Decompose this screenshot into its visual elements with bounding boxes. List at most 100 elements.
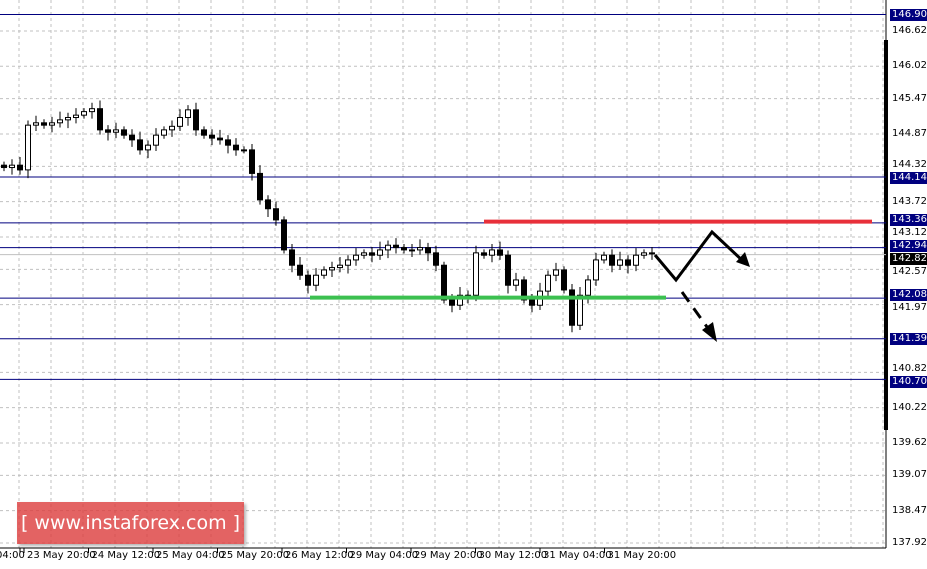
candle-body — [577, 294, 583, 326]
candle-body — [273, 208, 279, 221]
candle-body — [561, 269, 567, 291]
candle-body — [225, 139, 231, 146]
time-tick-label: 31 May 04:00 — [543, 550, 612, 561]
candle-body — [265, 199, 271, 210]
price-tick-label: 143.72 — [892, 195, 927, 207]
arrow-head-icon — [702, 322, 717, 342]
level-price-label: 144.14 — [890, 172, 927, 185]
candle-body — [185, 109, 191, 119]
candle-body — [505, 254, 511, 286]
time-tick-label: 23 May 20:00 — [27, 550, 96, 561]
price-tick-label: 146.02 — [892, 60, 927, 72]
level-price-label: 143.36 — [890, 214, 927, 227]
candle-body — [617, 259, 623, 266]
candle-body — [169, 125, 175, 131]
price-tick-label: 145.47 — [892, 92, 927, 104]
candle-body — [545, 274, 551, 292]
level-price-label: 146.90 — [890, 8, 927, 21]
candle-body — [281, 219, 287, 251]
time-tick-label: 31 May 20:00 — [607, 550, 677, 561]
price-tick-label: 140.82 — [892, 363, 927, 375]
candle-body — [609, 254, 615, 266]
candle-body — [377, 249, 383, 256]
price-tick-label: 138.47 — [892, 504, 927, 516]
candle-body — [313, 274, 319, 286]
time-tick-label: 24 May 12:00 — [91, 550, 161, 561]
bid-price-label: 142.82 — [890, 253, 927, 266]
candle-body — [481, 252, 487, 256]
candle-body — [41, 122, 47, 126]
candle-body — [289, 249, 295, 266]
candle-body — [521, 279, 527, 301]
price-tick-label: 140.22 — [892, 401, 927, 413]
candle-body — [81, 111, 87, 116]
candle-body — [553, 269, 559, 276]
level-price-label: 142.94 — [890, 240, 927, 253]
candle-body — [473, 252, 479, 296]
candle-body — [113, 129, 119, 133]
candle-body — [329, 267, 335, 271]
candle-body — [393, 244, 399, 249]
candle-body — [137, 139, 143, 151]
candle-body — [337, 264, 343, 269]
price-tick-label: 139.07 — [892, 469, 927, 481]
candle-body — [633, 254, 639, 266]
candle-body — [257, 172, 263, 201]
time-tick-label: 30 May 12:00 — [478, 550, 548, 561]
instaforex-watermark: [ www.instaforex.com ] — [17, 502, 244, 544]
price-tick-label: 143.12 — [892, 227, 927, 239]
candle-body — [57, 119, 63, 124]
candle-body — [353, 254, 359, 261]
candle-body — [89, 108, 95, 113]
candle-body — [1, 164, 7, 169]
time-tick-label: 29 May 20:00 — [414, 550, 483, 561]
candle-body — [529, 299, 535, 306]
price-tick-label: 141.97 — [892, 301, 927, 313]
candle-body — [321, 269, 327, 276]
price-tick-label: 146.62 — [892, 25, 927, 36]
candle-body — [593, 259, 599, 281]
candle-body — [385, 244, 391, 251]
candle-body — [649, 252, 655, 255]
price-tick-label: 137.92 — [892, 536, 927, 548]
candle-body — [217, 137, 223, 141]
candle-body — [409, 249, 415, 252]
candle-body — [209, 134, 215, 139]
candle-body — [441, 264, 447, 301]
candle-body — [361, 252, 367, 256]
candle-body — [641, 252, 647, 256]
candle-body — [193, 109, 199, 131]
candle-body — [161, 129, 167, 136]
candle-body — [105, 129, 111, 133]
time-tick-label: 04:00 — [0, 550, 25, 561]
candle-body — [513, 279, 519, 286]
candle-body — [153, 134, 159, 146]
candle-body — [17, 164, 23, 171]
candle-body — [345, 259, 351, 266]
candle-body — [425, 247, 431, 254]
candle-body — [401, 247, 407, 251]
candle-body — [25, 124, 31, 171]
candle-body — [9, 164, 15, 169]
candle-body — [233, 144, 239, 151]
candle-body — [449, 299, 455, 306]
level-price-label: 142.08 — [890, 288, 927, 301]
time-tick-label: 29 May 04:00 — [349, 550, 419, 561]
time-tick-label: 25 May 20:00 — [220, 550, 290, 561]
candle-body — [201, 129, 207, 136]
price-tick-label: 144.87 — [892, 127, 927, 139]
candle-body — [65, 117, 71, 121]
candle-body — [121, 129, 127, 136]
level-price-label: 140.70 — [890, 376, 927, 389]
candle-body — [433, 252, 439, 266]
candle-body — [297, 264, 303, 276]
candle-body — [497, 249, 503, 256]
candle-body — [601, 254, 607, 261]
level-price-label: 141.39 — [890, 332, 927, 345]
price-tick-label: 142.57 — [892, 266, 927, 278]
price-scale-bar — [884, 40, 888, 430]
candle-body — [241, 149, 247, 152]
time-tick-label: 25 May 04:00 — [156, 550, 225, 561]
